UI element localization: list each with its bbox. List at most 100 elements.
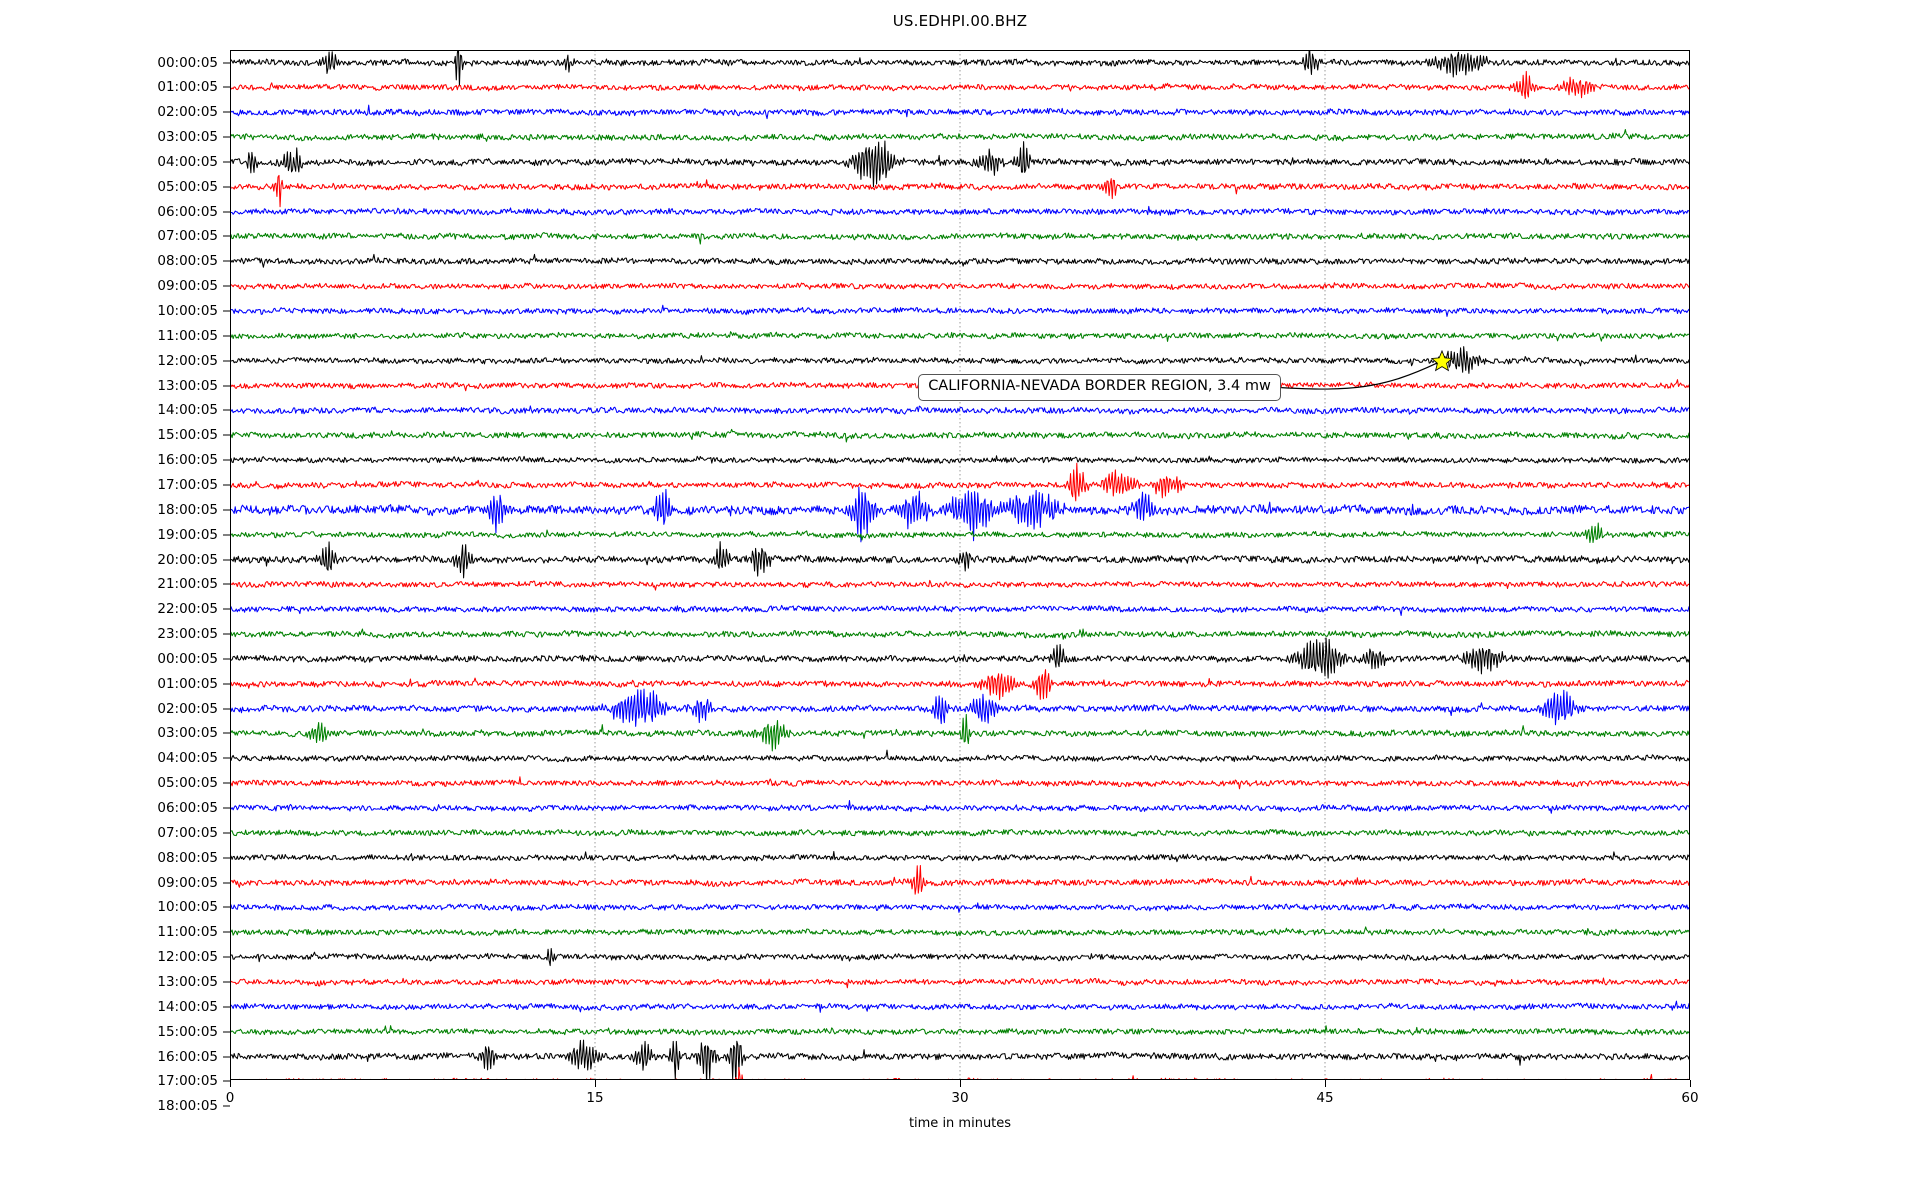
y-tick-label: 01:00:05: [157, 79, 218, 96]
seismic-trace: [230, 205, 1690, 216]
x-tick-mark: [960, 1080, 961, 1087]
y-tick-label: 16:00:05: [157, 1048, 218, 1065]
seismic-trace: [230, 926, 1690, 937]
y-tick-label: 20:00:05: [157, 551, 218, 568]
seismic-trace: [230, 669, 1690, 701]
y-tick-label: 08:00:05: [157, 849, 218, 866]
y-tick-mark: [223, 882, 230, 884]
y-tick-label: 14:00:05: [157, 402, 218, 419]
y-tick-mark: [223, 931, 230, 933]
seismic-trace: [230, 776, 1690, 790]
y-tick-label: 00:00:05: [157, 650, 218, 667]
seismic-trace: [230, 902, 1690, 913]
y-tick-label: 04:00:05: [157, 153, 218, 170]
y-tick-mark: [223, 1056, 230, 1057]
y-tick-label: 03:00:05: [157, 725, 218, 742]
y-tick-label: 07:00:05: [157, 824, 218, 841]
y-tick-label: 15:00:05: [157, 427, 218, 444]
y-tick-mark: [223, 832, 230, 834]
y-tick-label: 00:00:05: [157, 54, 218, 71]
y-tick-mark: [223, 857, 230, 859]
x-tick-mark: [595, 1080, 596, 1087]
seismic-trace: [230, 541, 1690, 579]
y-tick-mark: [223, 956, 230, 958]
y-tick-label: 22:00:05: [157, 601, 218, 618]
seismic-trace: [230, 70, 1690, 99]
y-tick-label: 19:00:05: [157, 526, 218, 543]
seismic-trace: [230, 713, 1690, 752]
seismic-trace: [230, 331, 1690, 342]
seismic-trace: [230, 604, 1690, 616]
seismic-trace: [230, 405, 1690, 415]
y-tick-label: 06:00:05: [157, 203, 218, 220]
seismic-trace: [230, 282, 1690, 291]
x-tick-label: 60: [1681, 1090, 1699, 1106]
y-tick-mark: [223, 186, 230, 188]
y-tick-mark: [223, 86, 230, 88]
y-tick-mark: [223, 658, 230, 660]
seismic-trace: [230, 50, 1690, 87]
y-tick-label: 09:00:05: [157, 874, 218, 891]
y-tick-label: 11:00:05: [157, 327, 218, 344]
y-tick-mark: [223, 235, 230, 237]
seismic-trace: [230, 579, 1690, 591]
y-tick-mark: [223, 335, 230, 337]
y-tick-mark: [223, 906, 230, 908]
seismic-trace: [230, 1025, 1690, 1036]
y-tick-label: 03:00:05: [157, 129, 218, 146]
y-tick-label: 13:00:05: [157, 377, 218, 394]
y-tick-label: 17:00:05: [157, 1073, 218, 1090]
x-axis-label: time in minutes: [908, 1116, 1012, 1131]
y-tick-label: 04:00:05: [157, 750, 218, 767]
y-tick-label: 02:00:05: [157, 104, 218, 121]
earthquake-star-icon: [1430, 349, 1453, 372]
y-tick-label: 07:00:05: [157, 228, 218, 245]
y-tick-label: 17:00:05: [157, 476, 218, 493]
y-tick-mark: [223, 1105, 230, 1107]
y-tick-label: 02:00:05: [157, 700, 218, 717]
y-tick-label: 18:00:05: [157, 1098, 218, 1115]
seismic-trace: [230, 128, 1690, 142]
y-tick-label: 23:00:05: [157, 626, 218, 643]
y-tick-label: 18:00:05: [157, 501, 218, 518]
y-tick-mark: [223, 111, 230, 113]
seismic-trace: [230, 850, 1690, 863]
seismic-trace: [230, 104, 1690, 120]
x-tick-label: 45: [1316, 1090, 1334, 1106]
y-tick-label: 01:00:05: [157, 675, 218, 692]
y-tick-mark: [223, 285, 230, 287]
y-tick-mark: [223, 1031, 230, 1033]
seismic-trace: [230, 800, 1690, 814]
x-tick-mark: [230, 1080, 231, 1087]
seismic-trace: [230, 1000, 1690, 1013]
y-tick-mark: [223, 732, 230, 734]
seismic-trace: [230, 637, 1690, 679]
x-tick-label: 15: [586, 1090, 604, 1106]
y-tick-label: 10:00:05: [157, 899, 218, 916]
y-tick-mark: [223, 981, 230, 983]
y-tick-mark: [223, 136, 230, 138]
seismic-trace: [230, 1039, 1690, 1080]
y-tick-label: 06:00:05: [157, 800, 218, 816]
seismic-trace: [230, 947, 1690, 967]
seismic-trace: [230, 522, 1690, 544]
y-tick-mark: [223, 484, 230, 486]
y-tick-label: 21:00:05: [157, 576, 218, 593]
y-tick-mark: [223, 409, 230, 411]
y-tick-label: 05:00:05: [157, 775, 218, 792]
y-tick-mark: [223, 583, 230, 585]
seismic-trace: [230, 346, 1690, 374]
seismic-trace: [230, 864, 1690, 895]
x-tick-label: 30: [951, 1090, 969, 1106]
seismic-trace: [230, 140, 1690, 188]
y-tick-mark: [223, 534, 230, 536]
seismic-trace: [230, 253, 1690, 268]
y-tick-mark: [223, 708, 230, 710]
seismic-trace: [230, 174, 1690, 208]
y-tick-mark: [223, 260, 230, 262]
seismic-trace: [230, 455, 1690, 465]
y-tick-mark: [223, 509, 230, 511]
y-tick-label: 10:00:05: [157, 303, 218, 319]
y-tick-mark: [223, 434, 230, 436]
